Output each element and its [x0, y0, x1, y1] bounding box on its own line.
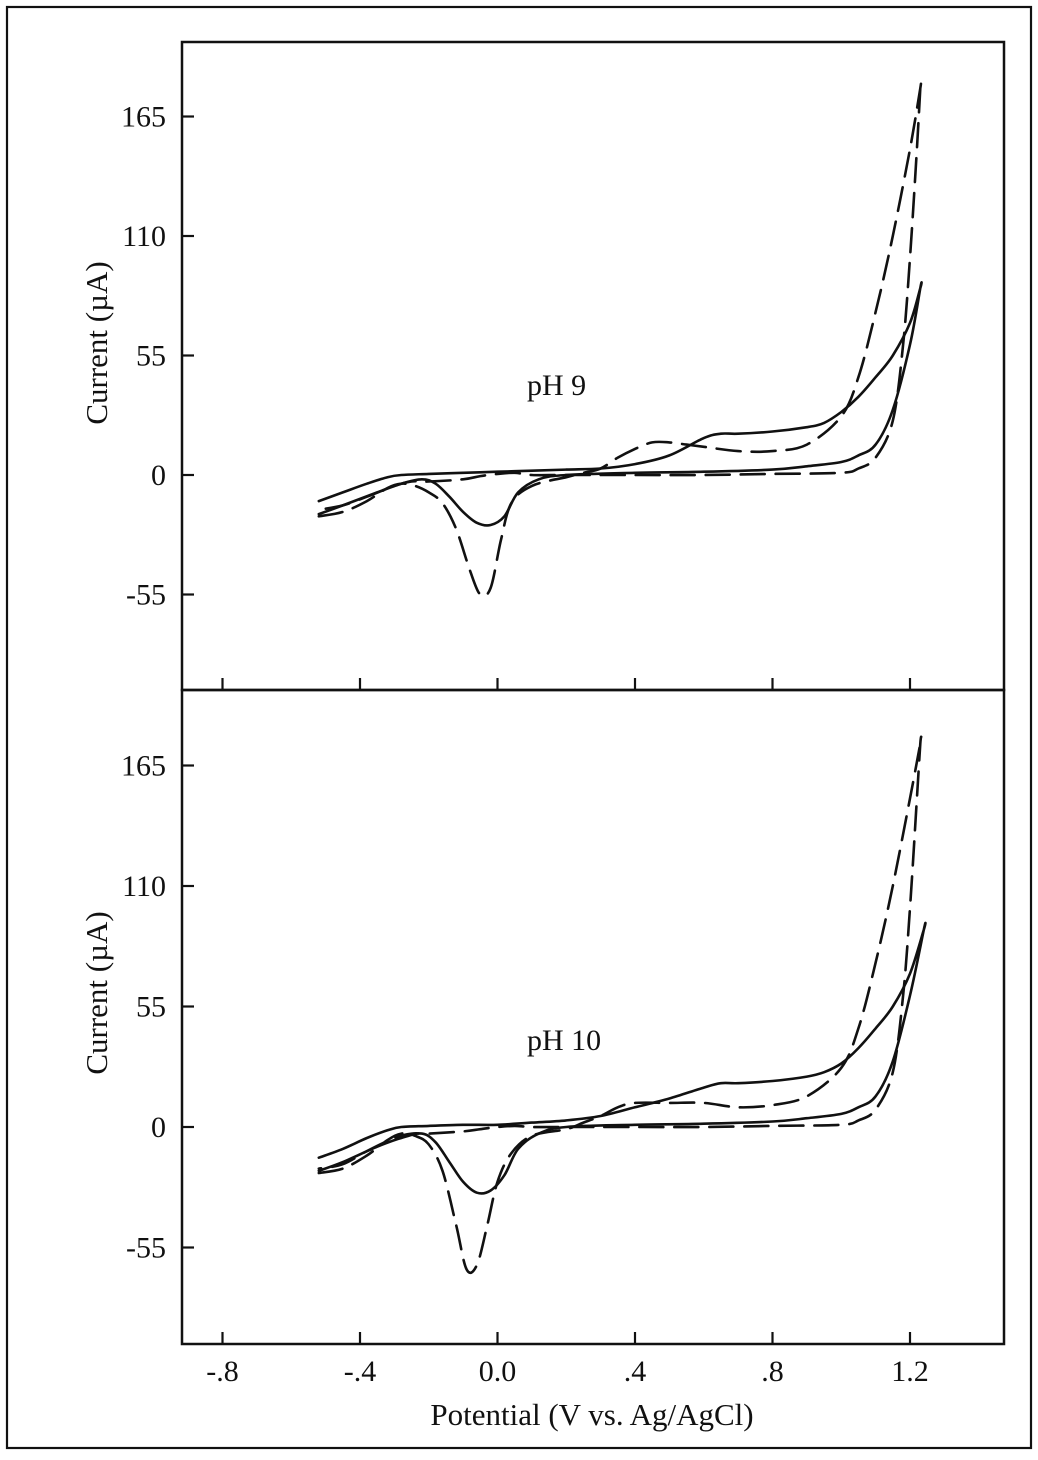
x-tick-label: .4 — [624, 1355, 647, 1388]
panel-ph9-ylabel: Current (µA) — [79, 261, 114, 424]
panel-ph9-ytick-label: 0 — [151, 459, 166, 492]
panel-ph10-ytick-label: 165 — [121, 750, 166, 783]
panel-ph10-ytick-label: 110 — [122, 870, 166, 903]
panel-ph9-label: pH 9 — [527, 369, 586, 402]
panel-ph9-dashed-curve — [317, 79, 923, 598]
panel-ph9-ytick-label: 55 — [136, 340, 166, 373]
panel-ph10-frame — [180, 688, 1006, 1346]
panel-ph9-ytick-label: 110 — [122, 220, 166, 253]
panel-ph10-ytick-label: -55 — [126, 1231, 166, 1264]
x-axis-title: Potential (V vs. Ag/AgCl) — [430, 1397, 753, 1432]
panel-ph10-label: pH 10 — [527, 1024, 601, 1057]
x-tick-label: -.8 — [206, 1355, 239, 1388]
x-tick-label: 1.2 — [891, 1355, 929, 1388]
panel-ph9-ytick-label: 165 — [121, 101, 166, 134]
panel-ph9-ytick-label: -55 — [126, 578, 166, 611]
panel-ph10: -55 0 55 110 165 -.8 -.4 0.0 .4 .8 1.2 Current (µA… — [79, 688, 1006, 1432]
panel-ph10-ylabel: Current (µA) — [79, 911, 114, 1074]
x-tick-label: .8 — [761, 1355, 784, 1388]
x-tick-label: -.4 — [344, 1355, 377, 1388]
x-tick-label: 0.0 — [479, 1355, 517, 1388]
panel-ph9-solid-curve — [317, 281, 923, 527]
panel-ph10-ytick-label: 55 — [136, 991, 166, 1024]
panel-ph10-ytick-label: 0 — [151, 1111, 166, 1144]
panel-ph9: -55 0 55 110 165 Current (µA) pH 9 — [79, 40, 1006, 692]
panel-ph9-marks: -55 0 55 110 165 — [121, 79, 923, 690]
panel-ph9-frame — [180, 40, 1006, 692]
panel-ph10-solid-curve — [317, 921, 927, 1195]
panel-ph10-dashed-curve — [317, 735, 923, 1275]
panel-ph10-marks: -55 0 55 110 165 -.8 -.4 0.0 .4 .8 1.2 — [121, 735, 929, 1388]
figure-border — [5, 5, 1033, 1450]
